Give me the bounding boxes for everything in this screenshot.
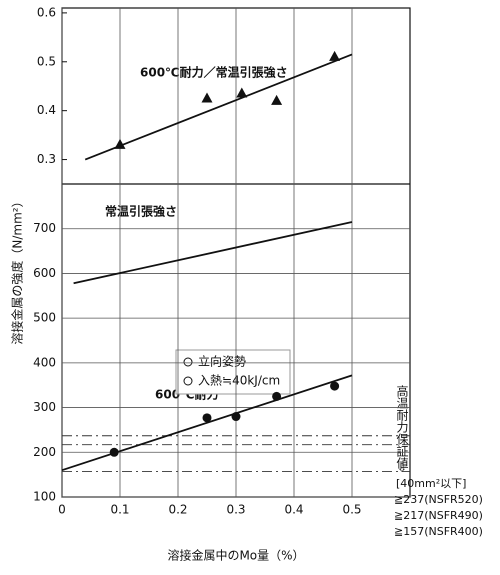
legend-note: 入熱≒40kJ/cm: [198, 374, 280, 388]
fit-line: [84, 53, 353, 161]
y-tick-label: 700: [33, 221, 56, 235]
reference-condition: [40mm²以下]: [396, 477, 466, 490]
reference-label: ≧217(NSFR490): [394, 509, 483, 522]
triangle-point: [329, 50, 341, 61]
reference-arrow: ⇩: [397, 461, 407, 475]
y2-tick-label: 0.3: [37, 152, 56, 166]
y-tick-label: 500: [33, 311, 56, 325]
x-tick-label: 0.4: [284, 503, 303, 517]
x-tick-label: 0.3: [226, 503, 245, 517]
y2-tick-label: 0.6: [37, 5, 56, 19]
y2-tick-label: 0.5: [37, 54, 56, 68]
x-axis-label: 溶接金属中のMo量（%）: [167, 548, 304, 563]
y-tick-label: 300: [33, 400, 56, 414]
y-axis-label: 溶接金属の強度（N/mm²）: [10, 195, 25, 344]
y2-tick-label: 0.4: [37, 103, 56, 117]
y-tick-label: 400: [33, 355, 56, 369]
annotation: 常温引張強さ: [105, 204, 177, 219]
triangle-point: [271, 94, 283, 105]
x-tick-label: 0.1: [110, 503, 129, 517]
circle-point: [202, 413, 212, 423]
x-tick-label: 0.5: [342, 503, 361, 517]
y-tick-label: 600: [33, 266, 56, 280]
x-tick-label: 0: [58, 503, 66, 517]
reference-label: ≧157(NSFR400): [394, 525, 483, 538]
fit-line: [61, 374, 353, 472]
legend-box: [175, 349, 291, 395]
annotation: 600℃耐力／常温引張強さ: [140, 65, 288, 80]
x-tick-label: 0.2: [168, 503, 187, 517]
circle-point: [330, 381, 340, 391]
y-tick-label: 200: [33, 445, 56, 459]
triangle-point: [236, 87, 248, 98]
y-tick-label: 100: [33, 490, 56, 504]
legend-marker: [183, 376, 193, 386]
triangle-point: [201, 92, 213, 103]
legend-note: 立向姿勢: [198, 354, 246, 369]
reference-title: 高温耐力保証値: [395, 384, 409, 469]
reference-label: ≧237(NSFR520): [394, 493, 483, 506]
fit-line: [73, 221, 353, 285]
legend-marker: [183, 357, 193, 367]
